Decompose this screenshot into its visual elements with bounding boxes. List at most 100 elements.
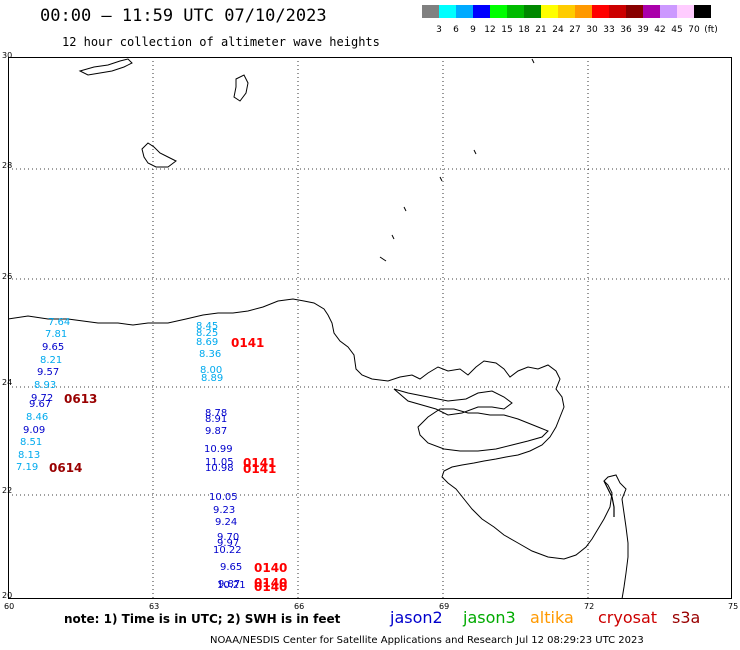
legend-jason2: jason2 xyxy=(390,608,443,627)
scale-swatch xyxy=(473,5,490,18)
longitude-label: 60 xyxy=(4,602,15,611)
observation-value: 9.23 xyxy=(213,505,236,516)
pass-id-label: 0613 xyxy=(64,392,98,406)
longitude-label: 63 xyxy=(149,602,160,611)
pass-id-label: 0141 xyxy=(243,462,277,476)
observation-value: 10.99 xyxy=(204,444,233,455)
longitude-label: 66 xyxy=(294,602,305,611)
scale-swatch xyxy=(575,5,592,18)
observation-value: 8.25 xyxy=(196,328,219,339)
scale-label: (ft) xyxy=(704,25,718,35)
pass-id-label: 0140 xyxy=(254,580,288,594)
observation-value: 9.24 xyxy=(215,517,238,528)
longitude-label: 72 xyxy=(584,602,595,611)
observation-value: 8.91 xyxy=(205,414,228,425)
observation-value: 7.64 xyxy=(48,317,71,328)
scale-swatch xyxy=(592,5,609,18)
longitude-label: 75 xyxy=(728,602,739,611)
pass-id-label: 0140 xyxy=(254,576,288,590)
scale-label: 15 xyxy=(501,25,513,35)
scale-label: 6 xyxy=(453,25,459,35)
scale-label: 9 xyxy=(470,25,476,35)
pass-id-label: 0614 xyxy=(49,461,83,475)
observation-value: 7.81 xyxy=(45,329,68,340)
scale-label: 45 xyxy=(671,25,683,35)
scale-label: 30 xyxy=(586,25,598,35)
latitude-label: 30 xyxy=(2,51,13,60)
legend-cryosat: cryosat xyxy=(598,608,658,627)
scale-swatch xyxy=(490,5,507,18)
map-title: 00:00 – 11:59 UTC 07/10/2023 xyxy=(40,6,327,26)
observation-value: 8.00 xyxy=(200,365,223,376)
latitude-label: 22 xyxy=(2,486,13,495)
observation-value: 8.13 xyxy=(18,450,41,461)
observation-value: 9.65 xyxy=(220,562,243,573)
scale-label: 33 xyxy=(603,25,615,35)
observation-value: 10.22 xyxy=(213,545,242,556)
scale-swatch xyxy=(439,5,456,18)
observation-value: 9.97 xyxy=(217,538,240,549)
scale-label: 18 xyxy=(518,25,530,35)
scale-swatch xyxy=(507,5,524,18)
scale-label: 70 xyxy=(688,25,700,35)
legend-s3a: s3a xyxy=(672,608,701,627)
observation-value: 9.67 xyxy=(29,399,52,410)
scale-label: 21 xyxy=(535,25,547,35)
observation-value: 8.89 xyxy=(201,373,224,384)
latitude-label: 28 xyxy=(2,161,13,170)
scale-label: 36 xyxy=(620,25,632,35)
map-subtitle: 12 hour collection of altimeter wave hei… xyxy=(62,35,380,49)
scale-label: 12 xyxy=(484,25,496,35)
observation-value: 8.21 xyxy=(40,355,63,366)
scale-swatch xyxy=(677,5,694,18)
observation-value: 9.70 xyxy=(217,532,240,543)
longitude-label: 69 xyxy=(439,602,450,611)
observation-value: 10.21 xyxy=(217,580,246,591)
observation-value: 9.87 xyxy=(205,426,228,437)
observation-value: 9.87 xyxy=(218,579,241,590)
observation-value: 9.72 xyxy=(31,393,54,404)
scale-swatch xyxy=(456,5,473,18)
map-area xyxy=(8,57,732,599)
latitude-label: 26 xyxy=(2,272,13,281)
scale-swatch xyxy=(694,5,711,18)
coastline xyxy=(8,58,629,599)
observation-value: 7.19 xyxy=(16,462,39,473)
observation-value: 8.36 xyxy=(199,349,222,360)
pass-id-label: 0140 xyxy=(254,561,288,575)
map-border xyxy=(8,57,732,599)
observation-value: 11.05 xyxy=(205,457,234,468)
observation-value: 9.57 xyxy=(37,367,60,378)
observation-value: 8.46 xyxy=(26,412,49,423)
observation-value: 8.51 xyxy=(20,437,43,448)
observation-value: 8.45 xyxy=(196,321,219,332)
scale-label: 39 xyxy=(637,25,649,35)
latitude-label: 24 xyxy=(2,378,13,387)
grid-lines xyxy=(8,57,732,599)
observation-value: 9.09 xyxy=(23,425,46,436)
scale-swatch xyxy=(524,5,541,18)
observation-value: 8.69 xyxy=(196,337,219,348)
observation-value: 10.05 xyxy=(209,492,238,503)
scale-label: 27 xyxy=(569,25,581,35)
scale-swatch xyxy=(422,5,439,18)
scale-swatch xyxy=(541,5,558,18)
gulf-outline xyxy=(603,480,615,517)
observation-value: 10.98 xyxy=(205,463,234,474)
pass-id-label: 0141 xyxy=(231,336,265,350)
scale-label: 42 xyxy=(654,25,666,35)
scale-swatch xyxy=(558,5,575,18)
observation-value: 9.65 xyxy=(42,342,65,353)
scale-swatch xyxy=(626,5,643,18)
scale-swatch xyxy=(643,5,660,18)
observation-value: 8.93 xyxy=(34,380,57,391)
latitude-label: 20 xyxy=(2,591,13,600)
scale-swatch xyxy=(660,5,677,18)
legend-altika: altika xyxy=(530,608,574,627)
scale-label: 3 xyxy=(436,25,442,35)
footer-credit: NOAA/NESDIS Center for Satellite Applica… xyxy=(210,635,644,646)
legend-jason3: jason3 xyxy=(463,608,516,627)
observation-value: 8.78 xyxy=(205,408,228,419)
scale-swatch xyxy=(609,5,626,18)
pass-id-label: 0141 xyxy=(243,456,277,470)
